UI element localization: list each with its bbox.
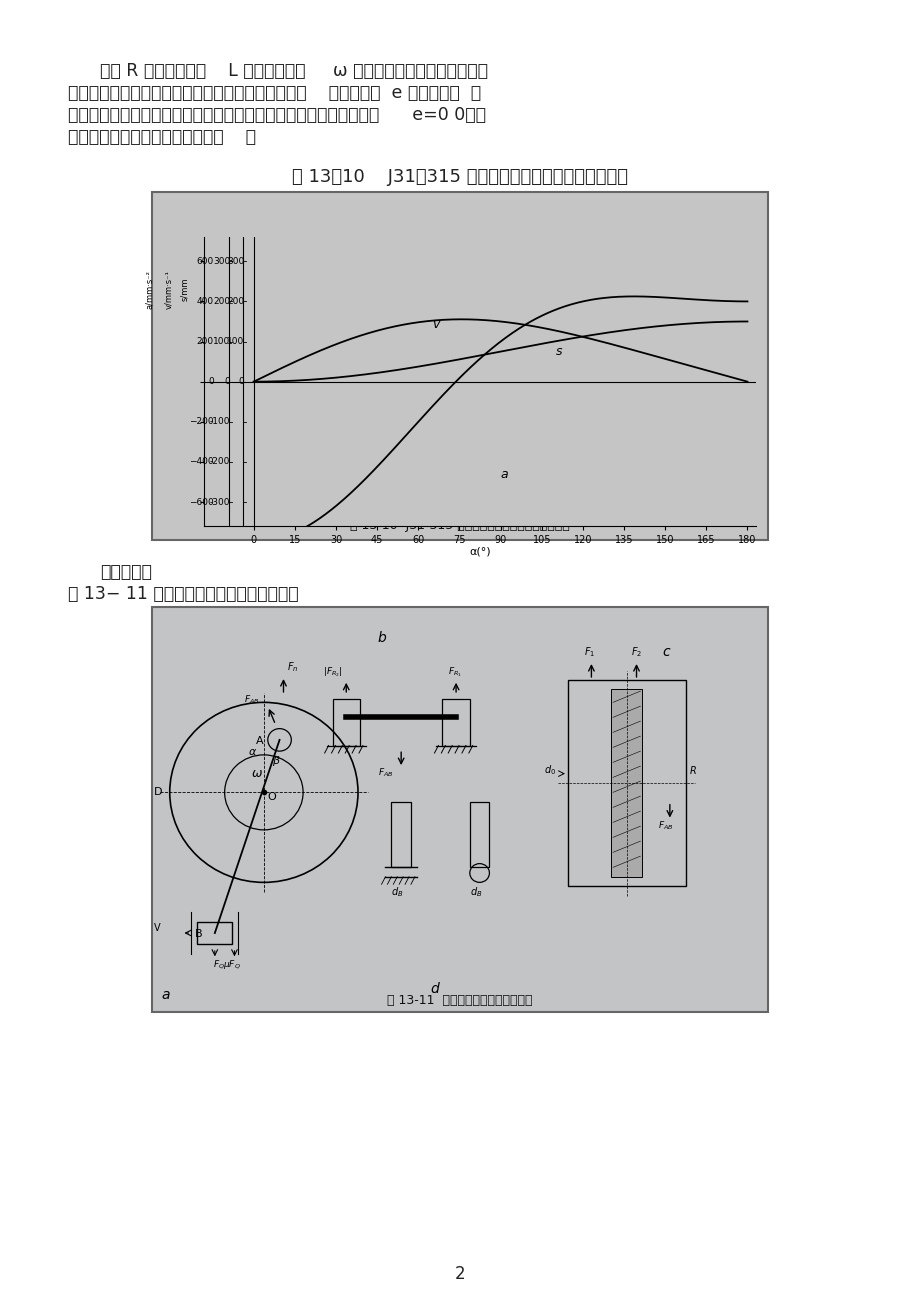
Text: $F_n$: $F_n$: [287, 661, 299, 674]
Text: $μF_Q$: $μF_Q$: [222, 958, 240, 971]
Text: 图 13− 11 为曲柄滑块机构受力分析简图。: 图 13− 11 为曲柄滑块机构受力分析简图。: [68, 585, 299, 603]
Text: 300: 300: [213, 257, 230, 266]
Bar: [610, 689, 641, 877]
Text: A: A: [255, 736, 264, 745]
Text: c: c: [662, 645, 669, 658]
Text: 100: 100: [213, 337, 230, 347]
Text: d: d: [430, 982, 439, 995]
Text: D: D: [153, 787, 163, 797]
Text: 节点在滑块运动方向上称正置机构    。: 节点在滑块运动方向上称正置机构 。: [68, 128, 255, 146]
Bar: [197, 921, 233, 945]
Text: −600: −600: [189, 498, 214, 507]
Text: -100: -100: [210, 417, 230, 426]
Text: $d_B$: $d_B$: [391, 886, 403, 899]
Text: R: R: [688, 766, 696, 775]
Text: B: B: [195, 929, 202, 938]
Text: V: V: [153, 923, 161, 933]
Bar: [567, 680, 685, 886]
Text: 曲柄的旋转中心节点有时偏离滑块的直线运动方向，    偏离的距离  e 称为偏置距  ，: 曲柄的旋转中心节点有时偏离滑块的直线运动方向， 偏离的距离 e 称为偏置距 ，: [68, 83, 481, 102]
Text: b: b: [377, 632, 386, 645]
Text: −200: −200: [189, 417, 214, 426]
Text: $|F_{R_2}|$: $|F_{R_2}|$: [323, 666, 342, 679]
Text: β: β: [271, 756, 278, 766]
Text: v/mm·s⁻¹: v/mm·s⁻¹: [164, 270, 173, 309]
Text: 0: 0: [208, 377, 214, 386]
Text: v: v: [432, 318, 439, 331]
Text: $F_1$: $F_1$: [583, 645, 594, 659]
Text: 0: 0: [224, 377, 230, 386]
Text: $F_2$: $F_2$: [630, 645, 641, 659]
Text: 受力特性：: 受力特性：: [100, 563, 152, 581]
Text: $F_{AB}$: $F_{AB}$: [244, 693, 259, 706]
X-axis label: α(°): α(°): [469, 546, 491, 556]
Text: 0: 0: [238, 377, 244, 386]
Text: 200: 200: [227, 297, 244, 306]
Text: a: a: [162, 988, 170, 1002]
Text: 600: 600: [197, 257, 214, 266]
Text: a/mm·s⁻²: a/mm·s⁻²: [144, 270, 153, 309]
Text: −400: −400: [189, 457, 214, 466]
Text: -300: -300: [210, 498, 230, 507]
Text: 200: 200: [197, 337, 214, 347]
Text: a: a: [500, 468, 507, 481]
Text: s/mm: s/mm: [180, 278, 189, 301]
Text: 图 13-10  J31-315 压力机滑块位移速度及加速度曲线: 图 13-10 J31-315 压力机滑块位移速度及加速度曲线: [350, 519, 569, 532]
Text: $F_{AB}$: $F_{AB}$: [377, 766, 392, 779]
Text: 400: 400: [197, 297, 214, 306]
Text: $F_Q$: $F_Q$: [212, 958, 224, 971]
Text: 100: 100: [227, 337, 244, 347]
Text: -200: -200: [210, 457, 230, 466]
Text: 图 13－10    J31－315 压力机滑块位移速度及加速度曲线: 图 13－10 J31－315 压力机滑块位移速度及加速度曲线: [291, 168, 628, 186]
Bar: [391, 801, 411, 868]
Text: 图 13-11  曲柄滑块机构受力分析简图: 图 13-11 曲柄滑块机构受力分析简图: [387, 993, 532, 1006]
Text: s: s: [555, 344, 562, 357]
Text: 这种机构称为偏置机构。向前偏称正偏置机构反之为负偏置机构。当      e=0 0，即: 这种机构称为偏置机构。向前偏称正偏置机构反之为负偏置机构。当 e=0 0，即: [68, 106, 485, 124]
Text: $F_{R_1}$: $F_{R_1}$: [448, 666, 461, 679]
Text: ω: ω: [252, 767, 262, 780]
Text: $d_0$: $d_0$: [544, 764, 556, 778]
Bar: [152, 192, 767, 539]
Text: $d_B$: $d_B$: [470, 886, 482, 899]
Text: 300: 300: [227, 257, 244, 266]
Bar: [442, 698, 470, 745]
Text: α: α: [248, 747, 255, 757]
Text: 图中 R 为曲柄半径，    L 为连杆长度，     ω 为曲柄的旋转方向和角速度。: 图中 R 为曲柄半径， L 为连杆长度， ω 为曲柄的旋转方向和角速度。: [100, 63, 487, 79]
Text: 200: 200: [213, 297, 230, 306]
Bar: [152, 607, 767, 1012]
Bar: [332, 698, 359, 745]
Text: O: O: [267, 792, 277, 801]
Text: $F_{AB}$: $F_{AB}$: [657, 820, 673, 831]
Bar: [470, 801, 489, 868]
Text: 2: 2: [454, 1265, 465, 1283]
